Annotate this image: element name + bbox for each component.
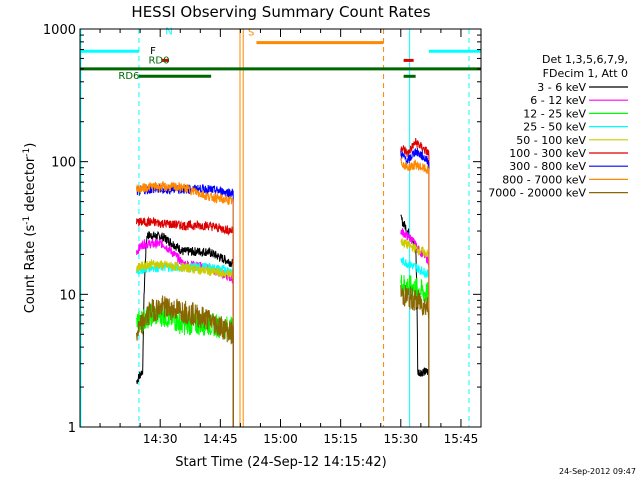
y-tick-label-1: 10 (59, 288, 76, 303)
event-label-f: F (150, 46, 156, 57)
series-2-seg2 (400, 228, 430, 427)
event-label-rd6: RD6 (118, 71, 139, 82)
y-tick-label-0: 1 (68, 421, 76, 436)
series-1-seg1 (136, 230, 234, 427)
legend-label-9: 7000 - 20000 keV (488, 187, 586, 200)
series-9 (136, 284, 430, 427)
series-5-seg1 (136, 259, 234, 427)
y-axis-label-main: Count Rate (s (23, 225, 38, 314)
series-4-seg1 (136, 261, 234, 427)
y-axis-label-mid: detector (23, 156, 38, 216)
series-9-seg1 (136, 295, 234, 427)
chart-title: HESSI Observing Summary Count Rates (131, 3, 430, 21)
series-4-seg2 (400, 257, 430, 427)
series-7-seg2 (400, 147, 430, 427)
y-tick-label-3: 1000 (43, 23, 76, 38)
series-4 (136, 257, 430, 427)
x-axis-ticks: 14:30 14:45 15:00 15:15 15:30 15:45 (99, 29, 482, 446)
legend-label-8: 800 - 7000 keV (502, 173, 586, 186)
series-6-seg2 (400, 137, 430, 427)
y-axis-label-sup1: -1 (22, 216, 32, 225)
legend-label-4: 25 - 50 keV (523, 121, 586, 134)
legend-header-1: Det 1,3,5,6,7,9, (542, 53, 628, 66)
series-5 (136, 238, 430, 427)
legend-label-3: 12 - 25 keV (523, 107, 586, 120)
series-8-seg1 (136, 180, 234, 427)
plot-frame (79, 28, 482, 428)
y-axis-label: Count Rate (s-1 detector-1) (22, 143, 38, 314)
x-tick-label-4: 15:30 (384, 432, 419, 446)
legend-label-1: 3 - 6 keV (537, 81, 586, 94)
x-tick-label-2: 15:00 (263, 432, 298, 446)
event-label-rd0: RD0 (148, 55, 169, 66)
y-axis-label-sup2: -1 (22, 148, 32, 157)
series-9-seg2 (400, 284, 430, 427)
x-tick-label-0: 14:30 (143, 432, 178, 446)
series-5-seg2 (400, 238, 430, 427)
legend-label-7: 300 - 800 keV (509, 160, 586, 173)
y-axis-ticks: 1 10 100 1000 (43, 23, 481, 436)
legend-header-2: FDecim 1, Att 0 (543, 67, 628, 80)
event-label-n: N (165, 26, 172, 37)
legend-label-2: 6 - 12 keV (530, 94, 586, 107)
timestamp: 24-Sep-2012 09:47 (559, 467, 636, 476)
series-8-seg2 (400, 157, 430, 427)
series-8 (136, 157, 430, 427)
y-tick-label-2: 100 (51, 156, 76, 171)
event-label-s: S (248, 28, 254, 39)
y-axis-label-end: ) (23, 143, 38, 148)
legend: Det 1,3,5,6,7,9, FDecim 1, Att 0 3 - 6 k… (488, 53, 628, 200)
x-tick-label-5: 15:45 (444, 432, 479, 446)
series-3 (136, 274, 430, 427)
x-tick-label-1: 14:45 (203, 432, 238, 446)
x-axis-label: Start Time (24-Sep-12 14:15:42) (175, 455, 386, 470)
series-6-seg1 (136, 216, 234, 427)
series-6 (136, 137, 430, 427)
x-tick-label-3: 15:15 (323, 432, 358, 446)
legend-label-6: 100 - 300 keV (509, 147, 586, 160)
legend-label-5: 50 - 100 keV (516, 134, 586, 147)
